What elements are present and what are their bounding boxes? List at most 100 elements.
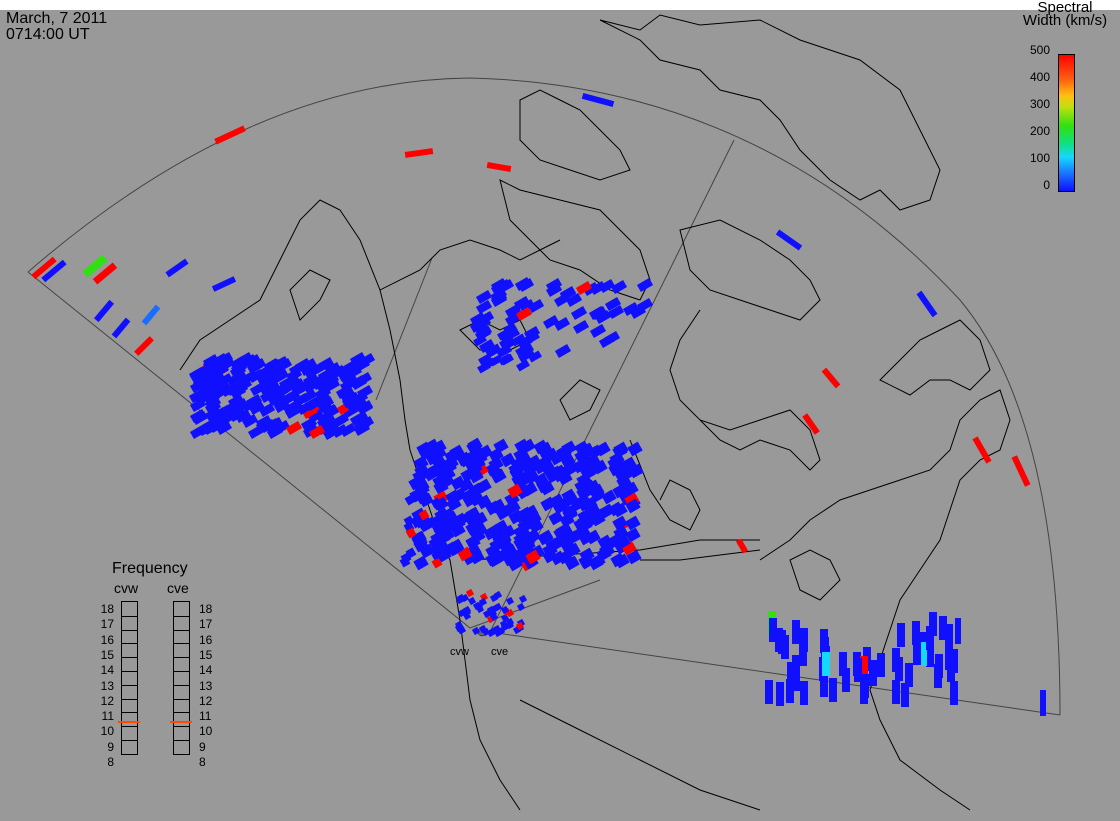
scatter-echo [486,605,496,615]
scatter-echo [244,354,262,368]
scatter-echo [477,444,493,460]
scatter-echo [352,412,370,426]
scatter-echo [241,414,259,428]
frequency-gauge-cell [174,629,189,646]
scatter-echo [462,611,472,621]
scatter-echo [270,357,288,371]
colorbar-tick-300: 300 [1029,97,1050,111]
frequency-scale-label-right: 16 [199,632,213,647]
scatter-echo [499,336,513,349]
scatter-echo [31,256,57,280]
scatter-echo [471,626,481,636]
scatter-echo [443,510,459,526]
scatter-echo [588,306,606,320]
scatter-echo [539,480,555,496]
scatter-echo [418,509,430,521]
scatter-echo [839,652,847,676]
colorbar-tick-400: 400 [1029,70,1050,84]
scatter-echo [413,537,429,553]
scatter-echo [469,549,485,565]
scatter-echo [433,526,445,538]
scatter-echo [518,594,528,604]
frequency-gauge-cell [122,615,137,632]
scatter-echo [552,467,568,483]
scatter-echo [516,484,532,500]
scatter-echo [476,325,490,338]
frequency-scale-label-left: 13 [100,678,114,693]
scatter-echo [560,538,576,554]
scatter-echo [621,540,637,556]
scatter-echo [869,662,877,686]
scatter-echo [229,364,247,378]
scatter-echo [518,540,534,556]
scatter-echo [472,601,482,611]
scatter-echo [408,475,424,491]
scatter-echo [189,398,207,412]
frequency-scale-label-right: 17 [199,617,213,632]
scatter-echo [499,619,509,629]
radar-label-cvw: cvw [450,646,469,658]
scatter-echo [945,646,953,670]
scatter-echo [579,442,595,458]
scatter-echo [905,663,913,687]
scatter-echo [590,487,606,503]
scatter-echo [527,299,545,313]
scatter-echo [926,643,934,667]
scatter-echo [560,453,576,469]
frequency-scale-label-right: 8 [199,755,206,769]
scatter-echo [565,293,583,307]
frequency-title: Frequency [112,560,188,577]
frequency-gauge-cell [174,698,189,715]
frequency-gauge-cell [122,740,137,756]
scatter-echo [189,425,207,439]
frequency-scale-label-right: 18 [199,602,213,616]
scatter-echo [515,307,533,321]
scatter-echo [404,494,416,506]
frequency-gauge-cell [174,657,189,673]
scatter-echo [476,494,492,510]
scatter-echo [607,455,623,471]
scatter-echo [191,411,209,425]
scatter-echo [273,399,291,413]
scatter-echo [41,259,67,283]
scatter-echo [912,621,920,645]
frequency-scale-label-right: 14 [199,663,213,678]
scatter-echo [508,461,524,477]
scatter-echo [467,437,483,453]
scatter-echo [636,278,654,292]
scatter-echo [629,305,647,319]
scatter-echo [485,551,501,567]
scatter-echo [405,527,417,539]
frequency-gauge-cell [122,698,137,715]
scatter-echo [854,658,862,682]
scatter-echo [588,555,604,571]
scatter-echo [561,440,577,456]
scatter-echo [505,620,515,630]
scatter-echo [300,389,318,403]
scatter-echo [776,682,784,706]
scatter-echo [505,499,521,515]
frequency-gauge-cell [174,740,189,756]
scatter-echo [1011,455,1031,487]
scatter-echo [267,371,285,385]
scatter-echo [627,441,643,457]
scatter-echo [266,425,284,439]
top-white-strip [0,0,1120,10]
scatter-echo [470,528,486,544]
scatter-echo [916,290,938,318]
scatter-echo [299,362,317,376]
scatter-echo [551,448,567,464]
scatter-echo [561,488,577,504]
time-label: 0714:00 UT [6,26,90,43]
frequency-scale-label-right: 12 [199,693,213,708]
scatter-echo [735,538,749,554]
scatter-echo [543,447,559,463]
scatter-echo [562,461,578,477]
scatter-echo [607,305,625,319]
scatter-echo [324,362,342,376]
scatter-echo [500,452,516,468]
scatter-echo [428,537,440,549]
scatter-echo [500,613,510,623]
scatter-echo [209,361,227,375]
